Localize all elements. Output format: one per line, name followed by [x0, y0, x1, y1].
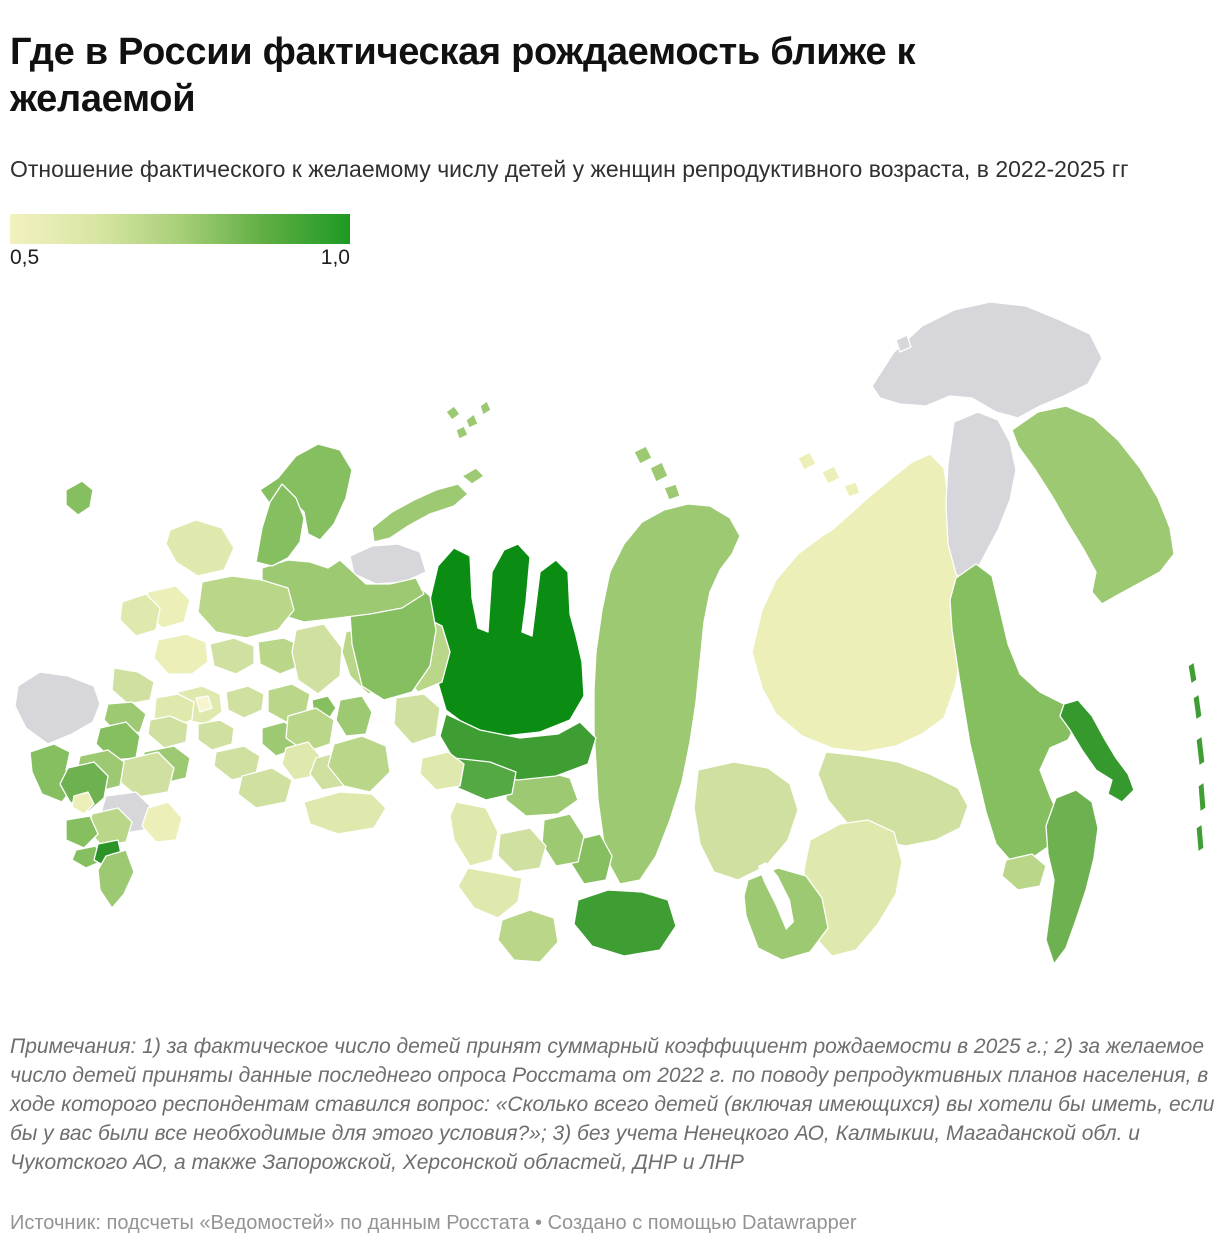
region-altai-krai[interactable] [457, 867, 523, 919]
region-sakhalin[interactable] [1059, 699, 1135, 803]
region-vladimir[interactable] [225, 685, 265, 719]
datawrapper-link[interactable]: Datawrapper [742, 1212, 857, 1234]
region-karelia[interactable] [255, 483, 305, 567]
legend-max-label: 1,0 [320, 246, 350, 269]
region-new-siberian-1[interactable] [797, 451, 817, 471]
region-wrangel-island[interactable] [895, 334, 912, 353]
choropleth-map [10, 300, 1210, 1010]
region-new-siberian-3[interactable] [843, 481, 861, 498]
region-chelyabinsk[interactable] [393, 693, 441, 745]
region-franz-josef-1[interactable] [445, 405, 461, 421]
region-kurils-1[interactable] [1187, 661, 1198, 685]
region-annexed-no-data[interactable] [14, 671, 101, 745]
region-tver[interactable] [153, 633, 209, 675]
legend-gradient-bar [10, 214, 350, 244]
region-arkhangelsk[interactable] [261, 559, 425, 623]
legend-labels: 0,5 1,0 [10, 246, 350, 269]
region-kurils-4[interactable] [1197, 781, 1207, 813]
region-nenets-ao[interactable] [349, 543, 427, 585]
region-chukotka[interactable] [871, 301, 1103, 419]
region-irkutsk[interactable] [693, 761, 799, 881]
region-kurils-2[interactable] [1192, 693, 1203, 721]
source-line: Источник: подсчеты «Ведомостей» по данны… [10, 1210, 1215, 1236]
region-omsk[interactable] [449, 801, 499, 867]
region-orenburg[interactable] [303, 791, 387, 835]
region-kaliningrad[interactable] [65, 480, 94, 516]
region-moscow-city[interactable] [195, 695, 213, 713]
region-kurils-5[interactable] [1195, 823, 1205, 853]
russia-map-svg [14, 301, 1207, 965]
region-adygea[interactable] [71, 791, 95, 815]
region-kurgan[interactable] [419, 751, 465, 791]
region-ossetia-ingushetia[interactable] [71, 845, 101, 869]
legend-min-label: 0,5 [10, 246, 40, 269]
region-kirov[interactable] [291, 623, 343, 695]
region-kamchatka[interactable] [1011, 405, 1175, 605]
region-ryazan[interactable] [197, 719, 235, 751]
source-text: Источник: подсчеты «Ведомостей» по данны… [10, 1212, 743, 1234]
region-jewish-ao[interactable] [1001, 853, 1047, 891]
region-new-siberian-2[interactable] [821, 465, 841, 485]
region-krasnoyarsk[interactable] [593, 503, 741, 885]
region-novaya-zemlya[interactable] [371, 483, 469, 543]
region-altai-republic[interactable] [497, 909, 559, 963]
region-franz-josef-4[interactable] [455, 425, 469, 440]
region-tatarstan[interactable] [285, 707, 335, 753]
region-bashkortostan[interactable] [327, 735, 391, 793]
region-yamalo-nenets[interactable] [429, 543, 585, 737]
region-pskov[interactable] [119, 593, 161, 637]
region-severnaya-zemlya-3[interactable] [663, 483, 681, 501]
region-franz-josef-3[interactable] [479, 400, 492, 416]
region-leningrad[interactable] [165, 519, 235, 577]
region-tyva[interactable] [573, 889, 677, 957]
region-dagestan[interactable] [97, 849, 135, 909]
region-kurils-3[interactable] [1195, 735, 1206, 767]
lake-baikal [758, 862, 794, 930]
region-karachay-kabardino[interactable] [65, 815, 99, 849]
region-primorye[interactable] [1045, 789, 1099, 965]
region-tyumen[interactable] [453, 757, 517, 801]
region-severnaya-zemlya-2[interactable] [649, 461, 669, 483]
page-title: Где в России фактическая рождаемость бли… [10, 31, 916, 120]
region-kemerovo[interactable] [541, 813, 585, 867]
region-yaroslavl[interactable] [209, 637, 255, 675]
region-astrakhan[interactable] [141, 801, 183, 843]
region-magadan[interactable] [945, 411, 1017, 587]
region-smolensk[interactable] [111, 667, 155, 705]
page-subtitle: Отношение фактического к желаемому числу… [10, 156, 1129, 182]
footnotes: Примечания: 1) за фактическое число дете… [10, 1035, 1215, 1174]
region-vologda[interactable] [197, 575, 295, 639]
region-novaya-zemlya-north[interactable] [461, 467, 485, 485]
region-udmurtia[interactable] [335, 695, 373, 737]
region-novosibirsk[interactable] [497, 827, 547, 873]
region-yakutia[interactable] [751, 453, 965, 753]
region-krasnodar[interactable] [59, 761, 109, 813]
region-franz-josef-2[interactable] [465, 413, 479, 429]
region-saratov[interactable] [237, 767, 293, 809]
region-orel-lipetsk[interactable] [147, 715, 189, 749]
region-severnaya-zemlya-1[interactable] [633, 445, 653, 465]
